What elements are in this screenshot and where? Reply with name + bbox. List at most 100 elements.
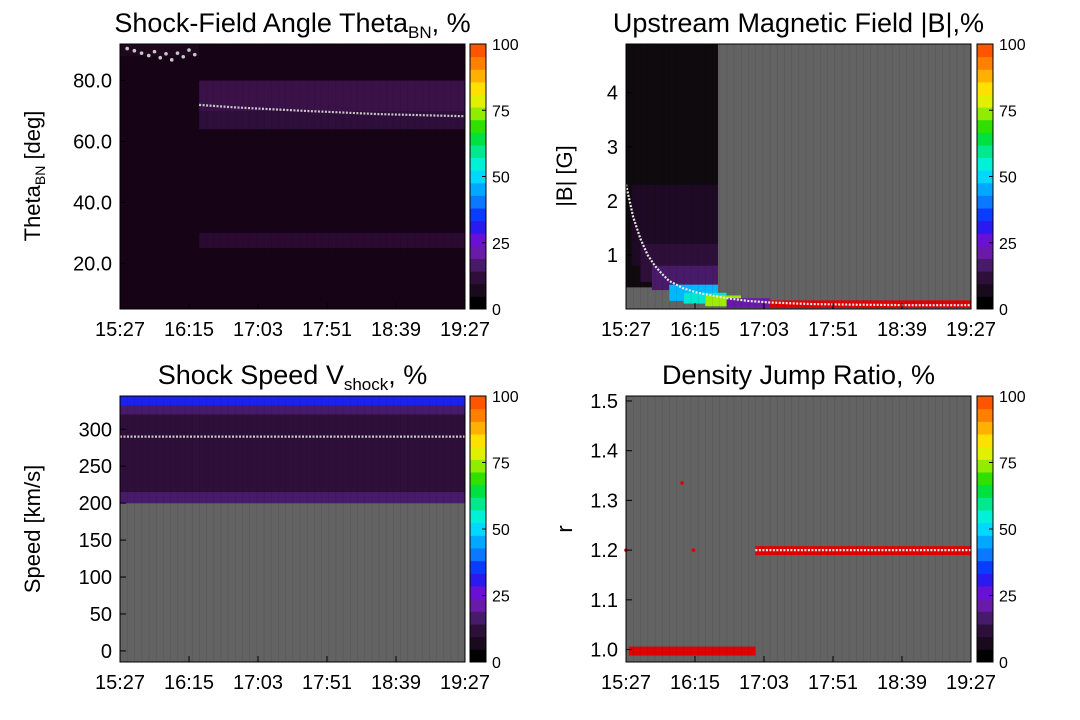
x-tick-label: 19:27: [440, 672, 490, 694]
heatmap-cell: [705, 295, 741, 307]
column-streak: [127, 396, 128, 662]
colorbar-segment: [977, 245, 993, 260]
column-streak: [755, 44, 756, 309]
plot-frame: [625, 395, 972, 663]
column-streak: [927, 44, 929, 309]
column-streak: [191, 44, 193, 309]
column-streak: [690, 44, 692, 309]
column-streak: [856, 44, 857, 309]
column-streak: [661, 44, 663, 309]
column-streak: [776, 396, 778, 662]
plot-frame: [119, 395, 466, 663]
x-tick-label: 18:39: [877, 319, 927, 341]
colorbar-segment: [470, 56, 486, 70]
column-streak: [249, 44, 250, 309]
column-streak: [812, 396, 814, 662]
colorbar-segment: [977, 522, 993, 536]
column-streak: [683, 44, 685, 309]
colorbar-segment: [470, 472, 486, 486]
heatmap-cell: [199, 80, 465, 112]
colorbar-segment: [977, 548, 993, 562]
column-streak: [206, 396, 207, 662]
y-axis-label: |B| [G]: [552, 145, 577, 207]
column-streak: [314, 44, 315, 309]
column-streak: [263, 396, 265, 662]
colorbar-segment: [977, 170, 993, 184]
colorbar-segment: [470, 396, 486, 410]
colorbar: 0 25 50 75 100: [469, 37, 519, 319]
column-streak: [956, 396, 958, 662]
colorbar-segment: [977, 107, 993, 121]
y-tick-label: 3: [607, 137, 618, 159]
column-streak: [436, 396, 437, 662]
column-streak: [270, 396, 272, 662]
column-streak: [877, 44, 879, 309]
colorbar-segment: [977, 144, 993, 159]
colorbar-segment: [977, 560, 993, 574]
column-streak: [884, 44, 886, 309]
colorbar: 0 25 50 75 100: [469, 389, 519, 672]
column-streak: [242, 44, 243, 309]
column-streak: [220, 44, 222, 309]
column-streak: [429, 396, 430, 662]
heatmap-cell: [755, 546, 971, 556]
column-streak: [719, 44, 721, 309]
y-tick-label: 60.0: [73, 131, 112, 153]
column-streak: [683, 396, 685, 662]
x-tick-label: 17:03: [739, 319, 789, 341]
column-streak: [328, 396, 330, 662]
y-tick-label: 4: [607, 83, 618, 105]
x-tick-label: 17:03: [233, 672, 283, 694]
colorbar-tick-label: 0: [492, 302, 501, 319]
colorbar-segment: [977, 56, 993, 70]
column-streak: [191, 396, 193, 662]
x-tick-label: 17:03: [233, 319, 283, 341]
colorbar-segment: [977, 421, 993, 435]
column-streak: [848, 396, 850, 662]
y-tick-label: 200: [79, 493, 112, 515]
column-streak: [690, 396, 692, 662]
colorbar-segment: [977, 258, 993, 272]
column-streak: [820, 44, 821, 309]
x-tick-label: 15:27: [95, 319, 145, 341]
column-streak: [863, 44, 864, 309]
column-streak: [278, 396, 279, 662]
column-streak: [321, 396, 322, 662]
colorbar-segment: [470, 208, 486, 222]
colorbar-segment: [470, 446, 486, 460]
colorbar-tick-label: 75: [492, 456, 510, 473]
x-tick-label: 16:15: [164, 319, 214, 341]
colorbar-tick-label: 0: [999, 655, 1008, 672]
column-streak: [834, 396, 836, 662]
colorbar-segment: [470, 459, 486, 473]
column-streak: [769, 396, 771, 662]
colorbar-segment: [977, 208, 993, 222]
column-streak: [949, 44, 951, 309]
colorbar-segment: [470, 182, 486, 196]
column-streak: [776, 44, 778, 309]
column-streak: [292, 396, 294, 662]
colorbar-segment: [470, 573, 486, 587]
column-streak: [263, 44, 265, 309]
y-axis-label: Speed [km/s]: [20, 465, 45, 593]
column-streak: [357, 44, 358, 309]
column-streak: [798, 44, 800, 309]
y-tick-label: 1: [607, 245, 618, 267]
x-tick-label: 17:51: [302, 319, 352, 341]
x-tick-label: 18:39: [371, 672, 421, 694]
column-streak: [242, 396, 243, 662]
colorbar-segment: [470, 44, 486, 58]
colorbar-segment: [470, 170, 486, 184]
column-streak: [669, 44, 670, 309]
y-tick-label: 50: [90, 604, 112, 626]
column-streak: [148, 396, 150, 662]
colorbar-segment: [470, 233, 486, 247]
scatter-point: [139, 51, 144, 55]
x-tick-label: 16:15: [670, 672, 720, 694]
y-tick-label: 1.5: [590, 391, 618, 413]
column-streak: [942, 44, 943, 309]
x-tick-label: 15:27: [95, 672, 145, 694]
colorbar-segment: [977, 484, 993, 498]
column-streak: [421, 44, 423, 309]
